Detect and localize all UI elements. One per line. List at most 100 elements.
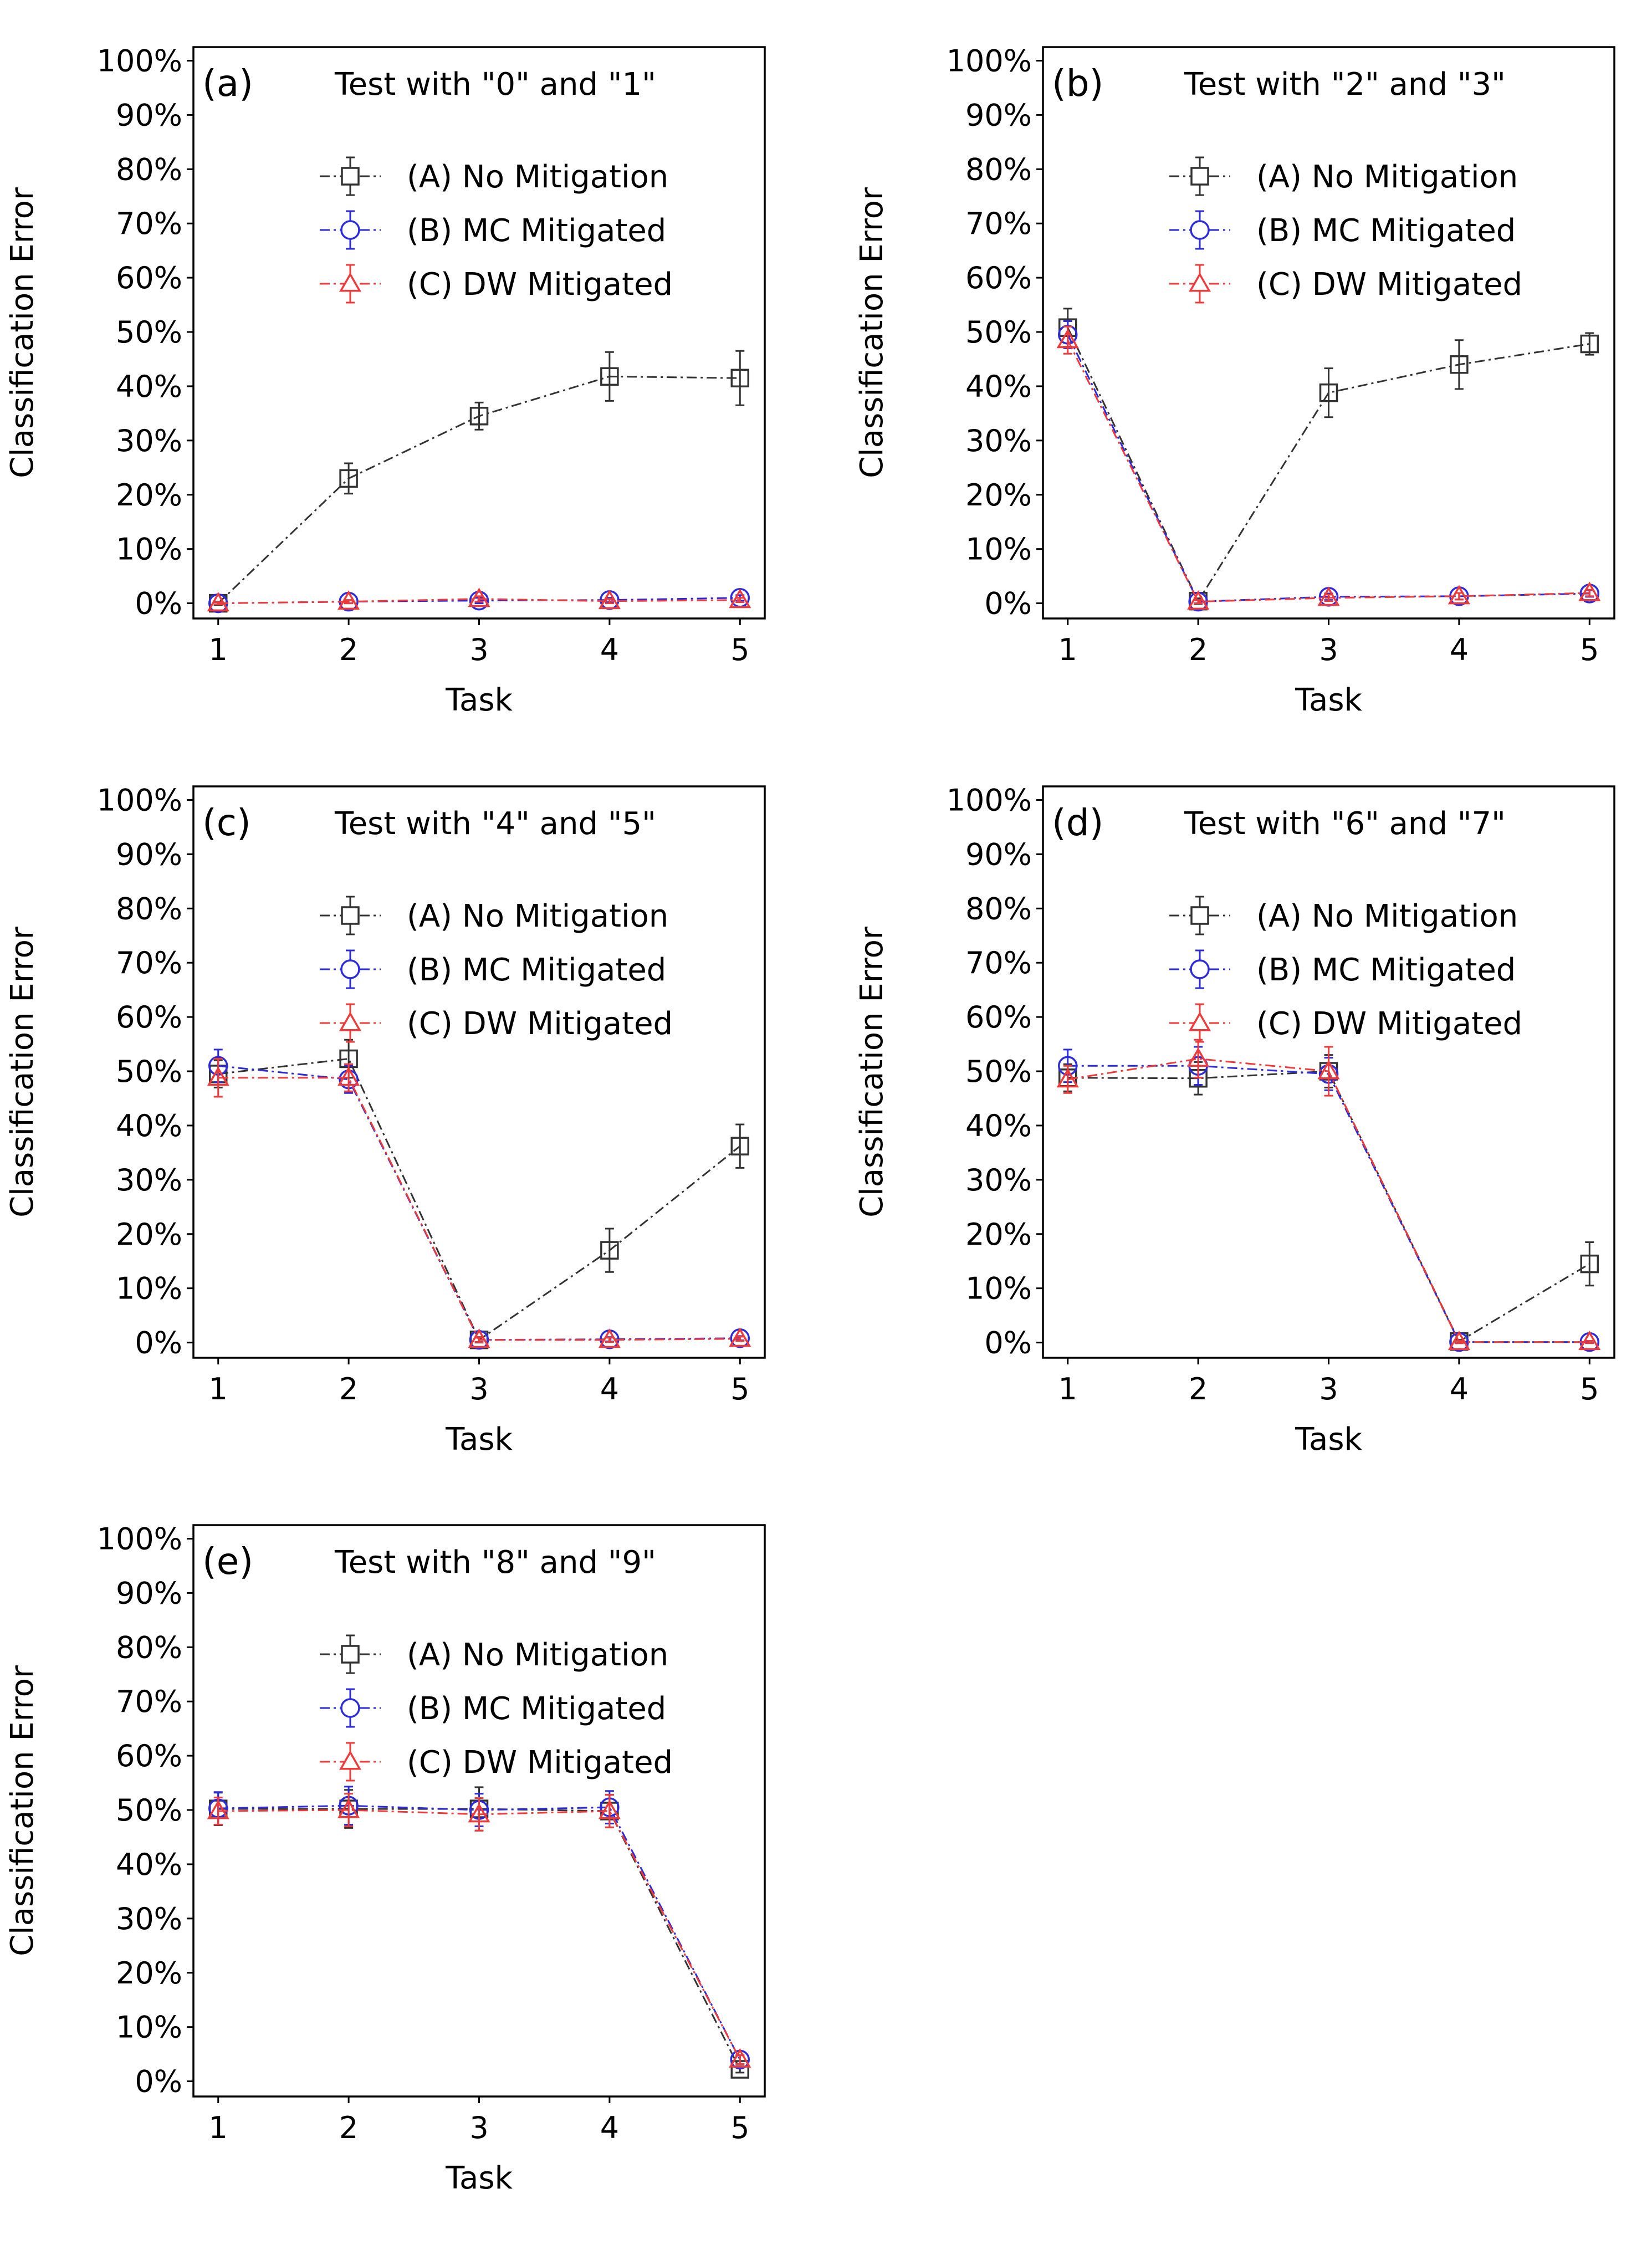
- x-tick-label: 3: [1319, 632, 1338, 667]
- legend-marker: [341, 167, 360, 186]
- data-point: [337, 1798, 360, 1818]
- x-tick-label: 2: [1189, 632, 1208, 667]
- legend-label: (A) No Mitigation: [407, 159, 668, 195]
- data-point: [1580, 334, 1599, 354]
- data-point: [339, 469, 358, 488]
- y-tick-label: 60%: [965, 1000, 1032, 1035]
- axes-frame: [192, 46, 766, 620]
- y-tick-label: 30%: [116, 423, 182, 458]
- legend-label: (B) MC Mitigated: [407, 952, 666, 988]
- legend-label: (A) No Mitigation: [407, 1637, 668, 1673]
- x-tick-label: 2: [339, 632, 358, 667]
- y-tick-label: 40%: [116, 1847, 182, 1882]
- x-tick-label: 5: [730, 1372, 749, 1407]
- legend-marker: [339, 1011, 362, 1031]
- y-tick-label: 70%: [116, 945, 182, 980]
- chart-panel-d: 0% 10% 20% 30% 40% 50% 60% 70% 80% 90% 100% 1 2 3 4 5 Ta…: [854, 783, 1615, 1458]
- chart-panel-c: 0% 10% 20% 30% 40% 50% 60% 70% 80% 90% 100% 1 2 3 4 5 Ta…: [4, 783, 766, 1458]
- x-axis-label: Task: [445, 2160, 513, 2196]
- legend-marker: [339, 1750, 362, 1770]
- legend-marker: [1190, 167, 1209, 186]
- legend-label: (C) DW Mitigated: [407, 267, 673, 303]
- y-tick-label: 60%: [965, 260, 1032, 295]
- y-tick-label: 60%: [116, 260, 182, 295]
- data-point: [468, 587, 490, 607]
- legend-label: (A) No Mitigation: [407, 898, 668, 934]
- y-tick-label: 80%: [116, 152, 182, 187]
- data-point: [1187, 590, 1210, 610]
- data-point: [1580, 1254, 1599, 1274]
- y-axis-label: Classification Error: [854, 926, 890, 1218]
- legend-marker: [1188, 272, 1211, 292]
- data-point: [207, 1066, 229, 1086]
- x-axis-label: Task: [1295, 682, 1362, 718]
- series-line: [218, 1804, 741, 2060]
- x-tick-label: 4: [1450, 632, 1469, 667]
- series-line: [1067, 1058, 1590, 1343]
- y-tick-label: 80%: [116, 1630, 182, 1665]
- series-line: [218, 1809, 741, 2060]
- series-1: [208, 1039, 750, 1349]
- y-tick-label: 90%: [116, 1576, 182, 1610]
- y-tick-label: 20%: [116, 478, 182, 513]
- data-point: [207, 1799, 229, 1819]
- y-tick-label: 80%: [965, 891, 1032, 926]
- series-line: [1067, 1065, 1590, 1343]
- x-tick-label: 3: [1319, 1372, 1338, 1407]
- legend-label: (C) DW Mitigated: [1256, 267, 1522, 303]
- y-tick-label: 30%: [116, 1163, 182, 1198]
- series-2: [1057, 320, 1600, 612]
- legend: (A) No Mitigation (B) MC Mitigated (C) DW …: [320, 1634, 673, 1782]
- y-tick-label: 90%: [116, 837, 182, 872]
- panel-label: (c): [202, 801, 251, 844]
- y-axis-label: Classification Error: [4, 187, 40, 478]
- y-tick-label: 60%: [116, 1738, 182, 1773]
- x-tick-label: 1: [209, 632, 228, 667]
- y-tick-label: 50%: [116, 1793, 182, 1828]
- y-tick-label: 0%: [135, 586, 182, 621]
- y-tick-label: 0%: [984, 1326, 1032, 1361]
- legend-marker: [341, 1645, 360, 1664]
- y-tick-label: 100%: [97, 43, 182, 78]
- y-tick-label: 100%: [947, 43, 1032, 78]
- panel-title: Test with "0" and "1": [334, 67, 656, 103]
- y-tick-label: 70%: [116, 1684, 182, 1719]
- series-line: [1067, 327, 1590, 603]
- legend: (A) No Mitigation (B) MC Mitigated (C) DW …: [1169, 156, 1522, 304]
- series-line: [218, 1808, 741, 2070]
- x-tick-label: 5: [730, 2110, 749, 2145]
- data-point: [1448, 1331, 1470, 1351]
- y-tick-label: 50%: [965, 315, 1032, 350]
- data-point: [730, 1137, 750, 1155]
- legend-label: (A) No Mitigation: [1256, 159, 1518, 195]
- x-tick-label: 2: [1189, 1372, 1208, 1407]
- legend-label: (A) No Mitigation: [1256, 898, 1518, 934]
- x-tick-label: 5: [730, 632, 749, 667]
- x-tick-label: 5: [1580, 632, 1599, 667]
- data-point: [207, 592, 229, 612]
- series-2: [208, 1049, 750, 1350]
- y-tick-label: 40%: [116, 1108, 182, 1143]
- y-tick-label: 80%: [965, 152, 1032, 187]
- y-tick-label: 40%: [965, 1108, 1032, 1143]
- y-tick-label: 30%: [965, 423, 1032, 458]
- y-tick-label: 0%: [984, 586, 1032, 621]
- y-tick-label: 10%: [116, 1271, 182, 1306]
- y-tick-label: 60%: [116, 1000, 182, 1035]
- data-point: [598, 590, 621, 610]
- y-axis-label: Classification Error: [4, 1665, 40, 1956]
- y-tick-label: 80%: [116, 891, 182, 926]
- y-tick-label: 40%: [116, 369, 182, 404]
- x-tick-label: 4: [600, 2110, 619, 2145]
- y-tick-label: 70%: [965, 206, 1032, 241]
- series-3: [1056, 1039, 1601, 1351]
- data-point: [1319, 383, 1338, 402]
- data-point: [1578, 581, 1601, 601]
- legend-marker: [339, 272, 362, 292]
- y-tick-label: 100%: [97, 1521, 182, 1556]
- data-point: [1450, 355, 1469, 374]
- data-point: [598, 1328, 621, 1348]
- series-1: [208, 350, 750, 613]
- legend: (A) No Mitigation (B) MC Mitigated (C) DW …: [320, 896, 673, 1043]
- x-tick-label: 4: [1450, 1372, 1469, 1407]
